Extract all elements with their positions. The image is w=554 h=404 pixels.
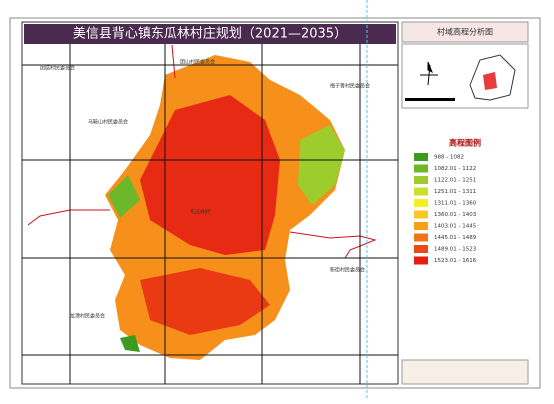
legend-label: 1360.01 - 1403 <box>434 212 477 218</box>
legend-swatch <box>414 199 428 207</box>
map-label: 东瓜林村 <box>190 209 210 216</box>
title: 美信县背心镇东瓜林村庄规划（2021—2035） <box>73 26 347 42</box>
legend-swatch <box>414 233 428 242</box>
legend-swatch <box>414 222 428 230</box>
north-arrow <box>420 61 438 86</box>
map-label: 团结村民委员会 <box>40 65 75 72</box>
title-block <box>401 359 529 385</box>
legend-label: 1489.01 - 1523 <box>434 247 477 253</box>
map-label: 新街村民委员会 <box>330 267 365 274</box>
panel-header <box>401 21 529 43</box>
map-label: 马鞍山村民委员会 <box>88 119 128 126</box>
legend-label: 1082.01 - 1122 <box>434 166 476 172</box>
legend-label: 1122.01 - 1251 <box>434 178 476 184</box>
legend-label: 1311.01 - 1360 <box>434 201 477 207</box>
terrain-high <box>140 268 270 335</box>
legend-label: 1523.01 - 1616 <box>434 258 477 264</box>
terrain-high <box>140 95 280 255</box>
map-labels: 团结村民委员会 团山村民委员会梅子箐村民委员会马鞍山村民委员会东瓜林村新街村民委员… <box>40 59 370 320</box>
legend-label: 1251.01 - 1311 <box>434 189 476 195</box>
legend-swatch <box>414 256 428 265</box>
terrain-low <box>108 175 140 218</box>
legend-swatch <box>414 210 428 219</box>
map-label: 龙潭村民委员会 <box>70 313 105 320</box>
terrain-low <box>298 125 345 205</box>
legend-swatch <box>414 153 428 161</box>
terrain-low <box>120 335 140 352</box>
legend-swatch <box>414 187 428 196</box>
legend: 高程图例 988 - 1082 1082.01 - 1122 1122.01 - 1… <box>414 138 481 265</box>
legend-swatch <box>414 176 428 184</box>
legend-swatch <box>414 164 428 173</box>
grid <box>22 44 398 384</box>
legend-label: 1403.01 - 1445 <box>434 224 477 230</box>
scale-bar <box>405 98 455 101</box>
map-label: 梅子箐村民委员会 <box>330 83 370 90</box>
map-label: 团山村民委员会 <box>180 59 215 66</box>
legend-swatch <box>414 245 428 253</box>
legend-title: 高程图例 <box>449 138 481 148</box>
locator-highlight <box>483 72 497 90</box>
legend-label: 988 - 1082 <box>434 155 464 161</box>
legend-label: 1445.01 - 1489 <box>434 235 477 241</box>
title-bar <box>24 24 396 44</box>
panel-title: 村域高程分析图 <box>437 27 493 37</box>
